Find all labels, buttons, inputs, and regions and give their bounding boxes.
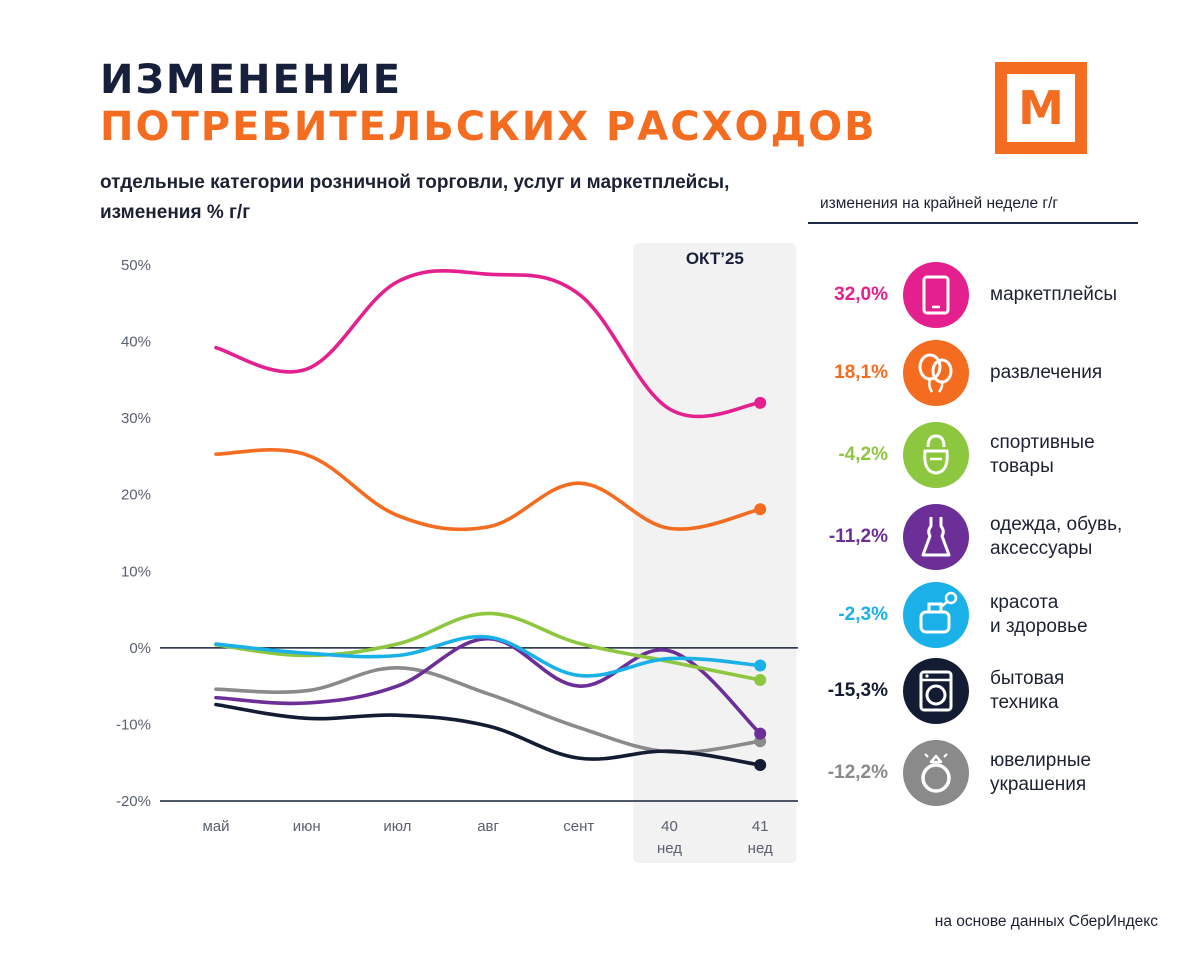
series-endpoint-clothing <box>754 727 767 740</box>
x-tick-sublabel: нед <box>657 840 682 857</box>
y-tick-label: 0% <box>129 640 151 657</box>
x-tick-label: 41 <box>752 818 769 835</box>
subtitle-line1: отдельные категории розничной торговли, … <box>100 172 730 193</box>
weekly-change-divider <box>808 222 1138 224</box>
tablet-icon <box>903 262 969 328</box>
y-tick-label: 30% <box>121 410 151 427</box>
y-tick-label: 40% <box>121 334 151 351</box>
legend-label-sports: спортивные товары <box>990 432 1095 477</box>
x-tick-label: июн <box>293 818 321 835</box>
series-line-sports <box>214 611 762 682</box>
legend-value-entertainment: 18,1% <box>834 362 888 383</box>
brand-logo: М <box>995 62 1087 154</box>
x-tick-sublabel: нед <box>748 840 773 857</box>
legend-value-marketplaces: 32,0% <box>834 284 888 305</box>
series-line-marketplaces <box>214 269 762 419</box>
dress-icon <box>903 504 969 570</box>
kettlebell-icon <box>903 422 969 488</box>
highlight-period-background <box>633 243 797 863</box>
weekly-change-header: изменения на крайней неделе г/г <box>820 195 1059 212</box>
series-endpoint-appliances <box>754 759 767 772</box>
legend-row-appliances: -15,3% бытовая техника <box>800 656 1180 726</box>
legend-row-clothing: -11,2% одежда, обувь, аксессуары <box>800 502 1180 572</box>
y-tick-label: 50% <box>121 257 151 274</box>
y-tick-label: -20% <box>116 793 151 810</box>
legend-value-sports: -4,2% <box>838 444 888 465</box>
legend-row-entertainment: 18,1% развлечения <box>800 338 1180 408</box>
washing-machine-icon <box>903 658 969 724</box>
highlight-period-label: ОКТ’25 <box>686 249 744 268</box>
legend-label-marketplaces: маркетплейсы <box>990 284 1118 305</box>
series-line-beauty <box>214 634 762 678</box>
title-line2: ПОТРЕБИТЕЛЬСКИХ РАСХОДОВ <box>100 104 877 150</box>
legend-value-beauty: -2,3% <box>838 604 888 625</box>
legend-label-jewelry: ювелирные украшения <box>990 750 1092 795</box>
legend-value-jewelry: -12,2% <box>827 762 888 783</box>
legend-row-marketplaces: 32,0% маркетплейсы <box>800 260 1180 330</box>
y-tick-label: 10% <box>121 563 151 580</box>
source-note: на основе данных СберИндекс <box>934 913 1158 930</box>
balloons-icon <box>903 340 969 406</box>
x-tick-label: июл <box>383 818 411 835</box>
subtitle: отдельные категории розничной торговли, … <box>100 168 820 228</box>
legend-row-jewelry: -12,2% ювелирные украшения <box>800 738 1180 808</box>
legend-label-beauty: красота и здоровье <box>990 592 1088 637</box>
series-endpoint-entertainment <box>754 503 767 516</box>
series-endpoint-marketplaces <box>754 396 767 409</box>
legend-value-appliances: -15,3% <box>827 680 888 701</box>
x-tick-label: авг <box>477 818 499 835</box>
series-line-entertainment <box>214 448 762 532</box>
series-endpoint-sports <box>754 674 767 687</box>
series-endpoint-beauty <box>754 659 767 672</box>
title-line1: ИЗМЕНЕНИЕ <box>100 57 403 103</box>
legend-value-clothing: -11,2% <box>828 526 888 547</box>
legend-label-clothing: одежда, обувь, аксессуары <box>990 514 1123 559</box>
ring-icon <box>903 740 969 806</box>
x-tick-label: 40 <box>661 818 678 835</box>
legend-row-sports: -4,2% спортивные товары <box>800 420 1180 490</box>
y-tick-label: -10% <box>116 716 151 733</box>
subtitle-line2: изменения % г/г <box>100 202 251 223</box>
brand-logo-inner: М <box>1007 74 1075 142</box>
brand-logo-letter: М <box>1018 81 1064 135</box>
legend-row-beauty: -2,3% красота и здоровье <box>800 580 1180 650</box>
x-tick-label: май <box>202 818 229 835</box>
legend-label-appliances: бытовая техника <box>990 668 1065 713</box>
perfume-icon <box>903 582 969 648</box>
y-tick-label: 20% <box>121 487 151 504</box>
x-tick-label: сент <box>563 818 594 835</box>
legend-label-entertainment: развлечения <box>990 362 1103 383</box>
series-line-appliances <box>214 702 762 767</box>
